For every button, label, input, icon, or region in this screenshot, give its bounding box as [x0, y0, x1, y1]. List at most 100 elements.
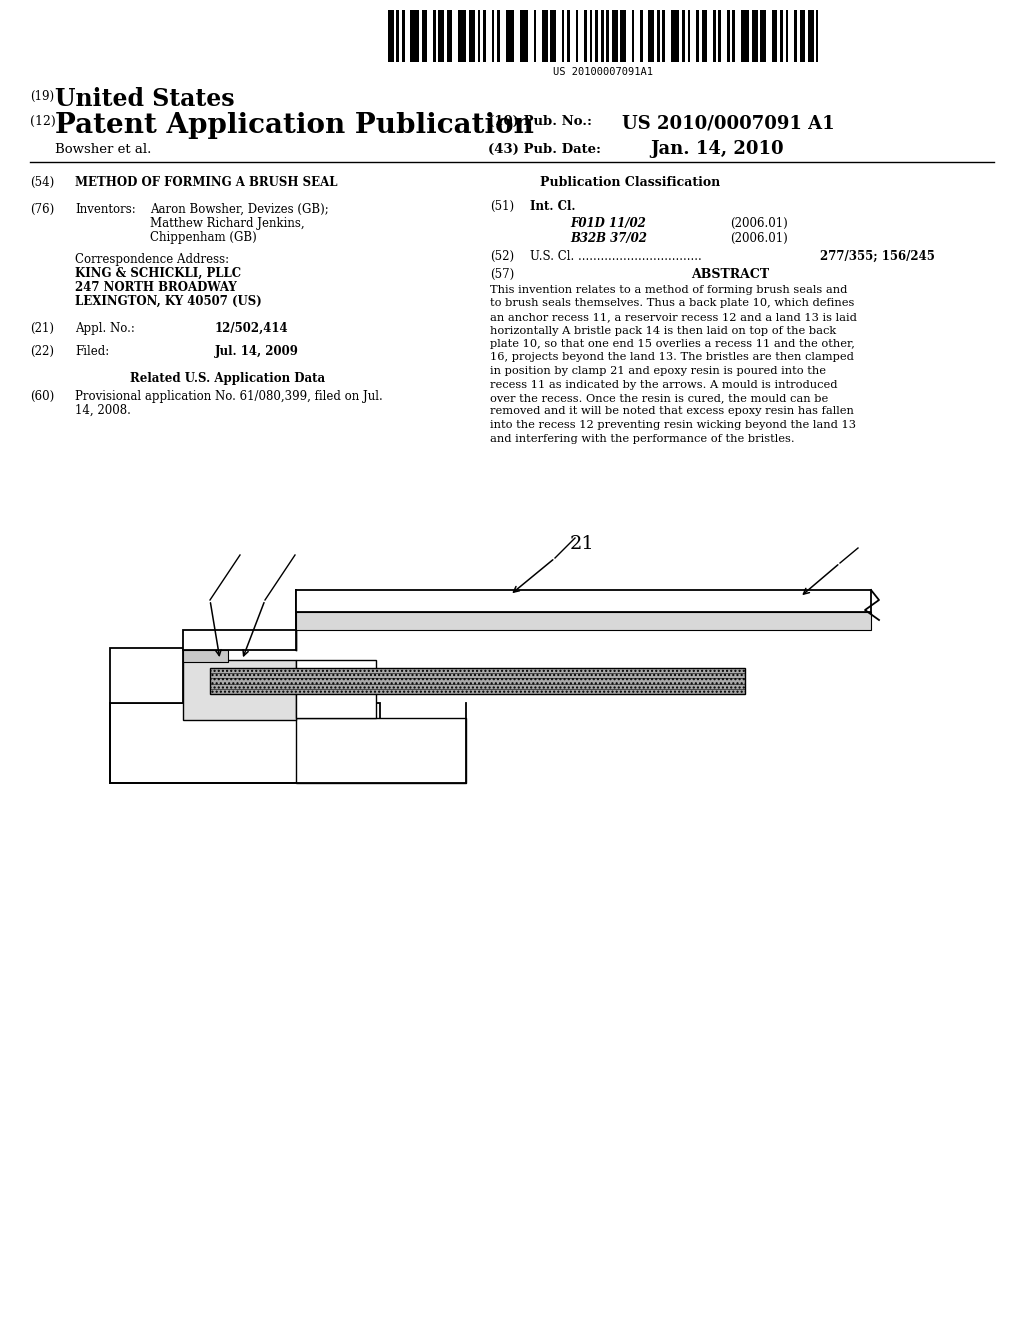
Bar — [575, 11, 579, 62]
Text: 16, projects beyond the land 13. The bristles are then clamped: 16, projects beyond the land 13. The bri… — [490, 352, 854, 363]
Bar — [752, 11, 758, 62]
Text: LEXINGTON, KY 40507 (US): LEXINGTON, KY 40507 (US) — [75, 294, 262, 308]
Bar — [296, 660, 376, 718]
Bar — [648, 11, 654, 62]
Bar — [498, 11, 500, 62]
Bar — [110, 648, 183, 704]
Bar — [567, 11, 570, 62]
Bar — [183, 630, 296, 649]
Text: (21): (21) — [30, 322, 54, 335]
Bar — [808, 11, 814, 62]
Bar — [483, 11, 486, 62]
Text: into the recess 12 preventing resin wicking beyond the land 13: into the recess 12 preventing resin wick… — [490, 420, 856, 430]
Text: This invention relates to a method of forming brush seals and: This invention relates to a method of fo… — [490, 285, 848, 294]
Bar — [727, 11, 729, 62]
Bar — [492, 11, 495, 62]
Text: Provisional application No. 61/080,399, filed on Jul.: Provisional application No. 61/080,399, … — [75, 389, 383, 403]
Text: Filed:: Filed: — [75, 345, 110, 358]
Bar — [506, 11, 514, 62]
Bar — [696, 11, 698, 62]
Bar — [519, 11, 528, 62]
Text: United States: United States — [55, 87, 234, 111]
Bar — [396, 11, 399, 62]
Text: U.S. Cl. .................................: U.S. Cl. ...............................… — [530, 249, 701, 263]
Bar — [713, 11, 716, 62]
Text: (10) Pub. No.:: (10) Pub. No.: — [488, 115, 592, 128]
Bar — [590, 11, 593, 62]
Text: over the recess. Once the resin is cured, the mould can be: over the recess. Once the resin is cured… — [490, 393, 828, 403]
Text: Jan. 14, 2010: Jan. 14, 2010 — [650, 140, 783, 158]
Bar — [388, 11, 393, 62]
Text: and interfering with the performance of the bristles.: and interfering with the performance of … — [490, 433, 795, 444]
Text: Int. Cl.: Int. Cl. — [530, 201, 575, 213]
Bar — [433, 11, 435, 62]
Bar — [296, 718, 466, 783]
Text: Chippenham (GB): Chippenham (GB) — [150, 231, 257, 244]
Text: Patent Application Publication: Patent Application Publication — [55, 112, 534, 139]
Text: Inventors:: Inventors: — [75, 203, 136, 216]
Text: 247 NORTH BROADWAY: 247 NORTH BROADWAY — [75, 281, 237, 294]
Bar — [612, 11, 617, 62]
Text: US 2010/0007091 A1: US 2010/0007091 A1 — [622, 115, 835, 133]
Bar — [469, 11, 475, 62]
Bar — [632, 11, 635, 62]
Text: Correspondence Address:: Correspondence Address: — [75, 253, 229, 267]
Text: (2006.01): (2006.01) — [730, 232, 787, 246]
Text: in position by clamp 21 and epoxy resin is poured into the: in position by clamp 21 and epoxy resin … — [490, 366, 826, 376]
Bar — [794, 11, 797, 62]
Bar — [701, 11, 708, 62]
Text: US 20100007091A1: US 20100007091A1 — [553, 67, 653, 77]
Bar — [296, 590, 871, 612]
Bar — [534, 11, 537, 62]
Bar — [663, 11, 666, 62]
Text: (54): (54) — [30, 176, 54, 189]
Bar — [411, 11, 419, 62]
Bar — [438, 11, 444, 62]
Bar — [584, 11, 587, 62]
Text: (19): (19) — [30, 90, 54, 103]
Text: (76): (76) — [30, 203, 54, 216]
Text: Bowsher et al.: Bowsher et al. — [55, 143, 152, 156]
Text: (43) Pub. Date:: (43) Pub. Date: — [488, 143, 601, 156]
Bar — [687, 11, 690, 62]
Text: (22): (22) — [30, 345, 54, 358]
Text: Aaron Bowsher, Devizes (GB);: Aaron Bowsher, Devizes (GB); — [150, 203, 329, 216]
Text: (12): (12) — [30, 115, 55, 128]
Text: Matthew Richard Jenkins,: Matthew Richard Jenkins, — [150, 216, 304, 230]
Bar — [551, 11, 556, 62]
Text: F01D 11/02: F01D 11/02 — [570, 216, 646, 230]
Bar — [761, 11, 766, 62]
Bar — [719, 11, 721, 62]
Text: METHOD OF FORMING A BRUSH SEAL: METHOD OF FORMING A BRUSH SEAL — [75, 176, 338, 189]
Bar — [671, 11, 679, 62]
Bar — [785, 11, 788, 62]
Bar — [296, 612, 871, 630]
Bar — [446, 11, 453, 62]
Bar — [422, 11, 427, 62]
Text: (51): (51) — [490, 201, 514, 213]
Bar — [816, 11, 818, 62]
Text: 12/502,414: 12/502,414 — [215, 322, 289, 335]
Text: 14, 2008.: 14, 2008. — [75, 404, 131, 417]
Bar — [110, 704, 380, 783]
Bar — [621, 11, 626, 62]
Bar — [780, 11, 782, 62]
Bar — [458, 11, 466, 62]
Bar — [402, 11, 404, 62]
Bar — [606, 11, 609, 62]
Bar — [740, 11, 750, 62]
Bar — [561, 11, 564, 62]
Bar — [772, 11, 777, 62]
Text: horizontally A bristle pack 14 is then laid on top of the back: horizontally A bristle pack 14 is then l… — [490, 326, 837, 335]
Bar — [601, 11, 603, 62]
Text: 277/355; 156/245: 277/355; 156/245 — [820, 249, 935, 263]
Text: B32B 37/02: B32B 37/02 — [570, 232, 647, 246]
Text: an anchor recess 11, a reservoir recess 12 and a land 13 is laid: an anchor recess 11, a reservoir recess … — [490, 312, 857, 322]
Text: (57): (57) — [490, 268, 514, 281]
Text: to brush seals themselves. Thus a back plate 10, which defines: to brush seals themselves. Thus a back p… — [490, 298, 854, 309]
Bar — [732, 11, 735, 62]
Bar — [183, 649, 228, 663]
Bar — [477, 11, 480, 62]
Text: ABSTRACT: ABSTRACT — [691, 268, 769, 281]
Bar — [640, 11, 643, 62]
